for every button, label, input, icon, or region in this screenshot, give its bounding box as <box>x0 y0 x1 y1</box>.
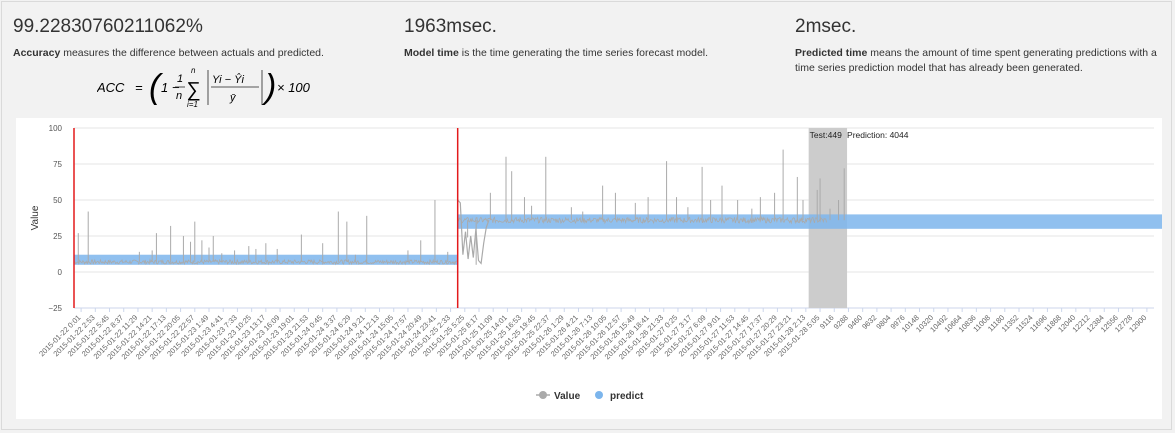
formula-multiplier: × 100 <box>277 80 311 95</box>
y-tick-label: 0 <box>58 268 63 277</box>
legend-marker-predict <box>595 391 603 399</box>
forecast-chart[interactable]: 100 75 50 25 0 −25 Value Test:449 Prediction: 40… <box>16 118 1175 419</box>
model-time-description: Model time is the time generating the ti… <box>404 46 774 61</box>
accuracy-text: measures the difference between actuals … <box>60 47 324 59</box>
x-tick-label: 9632 <box>860 313 878 331</box>
predicted-time-value: 2msec. <box>795 16 857 37</box>
y-tick-label: 100 <box>49 124 63 133</box>
formula-frac-one: 1 <box>177 73 183 85</box>
formula-denominator: ȳ <box>229 92 237 104</box>
legend-item-value[interactable]: Value <box>536 391 581 402</box>
legend-label-predict: predict <box>610 391 644 402</box>
predicted-time-description: Predicted time means the amount of time … <box>795 46 1163 76</box>
accuracy-description: Accuracy measures the difference between… <box>13 46 383 61</box>
x-tick-label: 9288 <box>832 313 850 331</box>
model-time-text: is the time generating the time series f… <box>458 47 709 59</box>
formula-numerator: Yi − Ŷi <box>212 73 244 86</box>
x-tick-label: 9804 <box>874 313 892 331</box>
formula-lparen: ( <box>149 68 164 106</box>
formula-frac-n: n <box>176 90 182 102</box>
formula-lhs: ACC <box>97 80 125 95</box>
prediction-count-label: Prediction: 4044 <box>847 130 909 140</box>
model-time-metric: 1963msec. Model time is the time generat… <box>404 16 774 61</box>
formula-graphic: ACC = ( 1 − 1 n n ∑ i=1 Yi − Ŷi ȳ ) × 10… <box>96 66 311 109</box>
y-tick-label: 50 <box>53 196 62 205</box>
formula-sigma: ∑ <box>186 79 200 101</box>
legend-marker-value <box>539 391 547 399</box>
forecast-chart-panel: 100 75 50 25 0 −25 Value Test:449 Prediction: 40… <box>16 118 1175 419</box>
predicted-time-term: Predicted time <box>795 47 868 59</box>
legend-label-value: Value <box>554 391 581 402</box>
chart-legend[interactable]: Value predict <box>536 391 644 402</box>
accuracy-formula: ACC = ( 1 − 1 n n ∑ i=1 Yi − Ŷi ȳ ) × 10… <box>96 65 327 114</box>
formula-sum-upper: n <box>191 66 196 75</box>
x-tick-label: 9460 <box>846 313 864 331</box>
model-time-term: Model time <box>404 47 459 59</box>
predicted-time-text: means the amount of time spent generatin… <box>795 47 1157 74</box>
accuracy-value: 99.22830760211062% <box>13 16 203 37</box>
formula-minus: − <box>172 80 180 95</box>
formula-one: 1 <box>161 80 168 95</box>
x-tick-label: 9116 <box>818 313 836 331</box>
value-series-dip <box>457 199 490 265</box>
value-series-line <box>73 215 827 266</box>
test-count-label: Test:449 <box>810 130 842 140</box>
model-time-value: 1963msec. <box>404 16 497 37</box>
y-tick-label: 75 <box>53 160 62 169</box>
formula-rparen: ) <box>261 68 276 106</box>
legend-item-predict[interactable]: predict <box>595 391 644 402</box>
y-tick-label: 25 <box>53 232 62 241</box>
accuracy-metric: 99.22830760211062% Accuracy measures the… <box>13 16 383 61</box>
predicted-time-metric: 2msec. Predicted time means the amount o… <box>795 16 1163 76</box>
formula-sum-lower: i=1 <box>187 100 198 109</box>
y-axis-label: Value <box>30 205 41 230</box>
y-tick-label: −25 <box>48 304 62 313</box>
formula-eq: = <box>135 80 143 95</box>
accuracy-term: Accuracy <box>13 47 61 59</box>
